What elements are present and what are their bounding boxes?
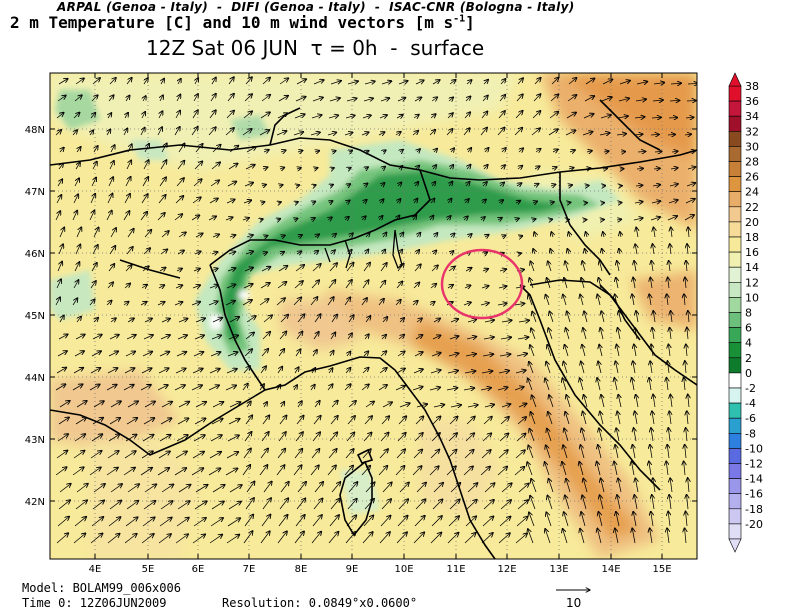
colorbar-swatch — [728, 417, 742, 434]
colorbar-swatch — [728, 191, 742, 208]
colorbar-label: -2 — [745, 382, 756, 395]
colorbar-swatch — [728, 115, 742, 132]
lon-label: 15E — [652, 564, 671, 575]
colorbar-label: -18 — [745, 503, 763, 516]
colorbar-label: 14 — [745, 261, 759, 274]
footer-time: Time 0: 12Z06JUN2009 — [22, 596, 167, 610]
colorbar-label: 30 — [745, 140, 759, 153]
colorbar-swatch — [728, 206, 742, 223]
colorbar-swatch — [728, 432, 742, 449]
colorbar-label: 24 — [745, 186, 759, 199]
colorbar-swatch — [728, 523, 742, 540]
lon-label: 7E — [243, 564, 256, 575]
colorbar-label: -16 — [745, 488, 763, 501]
colorbar-swatch — [728, 251, 742, 268]
colorbar-label: 26 — [745, 171, 759, 184]
lon-label: 10E — [394, 564, 413, 575]
lat-label: 45N — [25, 311, 45, 322]
colorbar-label: 10 — [745, 291, 759, 304]
colorbar-swatch — [728, 131, 742, 147]
colorbar-min-arrow — [728, 538, 742, 553]
colorbar-label: -20 — [745, 518, 763, 531]
header-variables-end: ] — [465, 13, 475, 32]
colorbar-label: 36 — [745, 95, 759, 108]
colorbar-swatch — [728, 312, 742, 328]
colorbar-max-arrow — [728, 72, 742, 87]
colorbar-label: -6 — [745, 412, 756, 425]
header-variables-text: 2 m Temperature [C] and 10 m wind vector… — [10, 13, 454, 32]
colorbar-swatch — [728, 357, 742, 374]
colorbar-label: -8 — [745, 427, 756, 440]
colorbar-swatch — [728, 281, 742, 298]
colorbar-swatch — [728, 448, 742, 464]
colorbar-swatch — [728, 493, 742, 510]
lon-label: 5E — [142, 564, 155, 575]
colorbar-label: 6 — [745, 322, 752, 335]
lon-label: 8E — [295, 564, 308, 575]
lon-label: 12E — [497, 564, 516, 575]
colorbar-label: -14 — [745, 473, 763, 486]
lon-label: 4E — [89, 564, 102, 575]
map-axes: 48N 47N 46N 45N 44N 43N 42N 4E 5E 6E 7E 8E 9E 10E 11E 1… — [25, 73, 697, 575]
reference-vector-label: 10 — [566, 596, 582, 610]
highlight-circle — [440, 248, 524, 320]
colorbar-swatch — [728, 372, 742, 389]
colorbar-swatch — [728, 161, 742, 177]
lon-label: 6E — [192, 564, 205, 575]
header-variables-exponent: -1 — [453, 13, 466, 25]
colorbar-swatch — [728, 402, 742, 419]
lat-label: 43N — [25, 435, 45, 446]
colorbar-label: 18 — [745, 231, 759, 244]
lon-label: 9E — [346, 564, 359, 575]
colorbar-label: 22 — [745, 201, 759, 214]
colorbar-swatch — [728, 478, 742, 495]
colorbar-label: 4 — [745, 337, 752, 350]
colorbar-swatch — [728, 297, 742, 313]
colorbar-swatch — [728, 146, 742, 162]
lon-label: 13E — [549, 564, 568, 575]
header-institutions: ARPAL (Genoa - Italy) - DIFI (Genoa - It… — [57, 0, 575, 14]
colorbar-label: 2 — [745, 352, 752, 365]
colorbar: 38363432302826242220181614121086420-2-4-… — [728, 72, 763, 553]
lat-label: 48N — [25, 125, 45, 136]
colorbar-swatch — [728, 266, 742, 283]
colorbar-swatch — [728, 463, 742, 479]
footer-resolution: Resolution: 0.0849°x0.0600° — [222, 596, 418, 610]
colorbar-label: -12 — [745, 458, 763, 471]
colorbar-swatch — [728, 221, 742, 238]
colorbar-swatch — [728, 342, 742, 359]
colorbar-swatch — [728, 387, 742, 404]
footer-model: Model: BOLAM99_006x006 — [22, 581, 181, 595]
colorbar-label: 32 — [745, 125, 759, 138]
lat-label: 47N — [25, 187, 45, 198]
colorbar-label: -4 — [745, 397, 756, 410]
colorbar-label: -10 — [745, 442, 763, 455]
colorbar-swatch — [728, 100, 742, 117]
colorbar-label: 0 — [745, 367, 752, 380]
colorbar-label: 8 — [745, 307, 752, 320]
map-frame — [49, 72, 698, 560]
colorbar-swatch — [728, 176, 742, 193]
colorbar-label: 12 — [745, 276, 759, 289]
colorbar-label: 16 — [745, 246, 759, 259]
wind-vectors — [55, 77, 697, 544]
lon-label: 11E — [446, 564, 465, 575]
header-variables: 2 m Temperature [C] and 10 m wind vector… — [10, 13, 475, 32]
colorbar-swatch — [728, 236, 742, 253]
colorbar-swatch — [728, 85, 742, 102]
lon-label: 14E — [601, 564, 620, 575]
lat-label: 42N — [25, 497, 45, 508]
header-time: 12Z Sat 06 JUN τ = 0h - surface — [146, 36, 485, 60]
colorbar-swatch — [728, 327, 742, 344]
colorbar-label: 20 — [745, 216, 759, 229]
colorbar-label: 28 — [745, 156, 759, 169]
lat-label: 44N — [25, 373, 45, 384]
colorbar-swatch — [728, 508, 742, 525]
colorbar-label: 38 — [745, 80, 759, 93]
colorbar-label: 34 — [745, 110, 759, 123]
temperature-field — [50, 73, 697, 559]
lat-label: 46N — [25, 249, 45, 260]
